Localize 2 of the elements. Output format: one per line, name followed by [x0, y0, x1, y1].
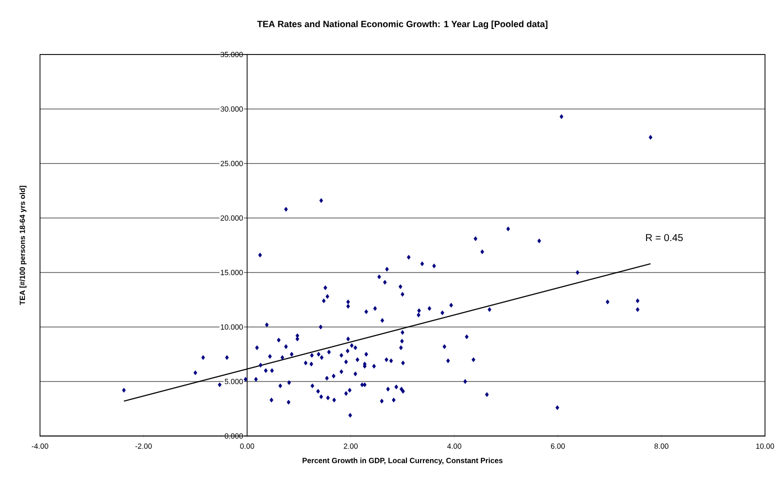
chart-title: TEA Rates and National Economic Growth: 1 Year Lag [Pooled data]: [257, 20, 548, 30]
annotation: R = 0.45: [646, 234, 683, 242]
